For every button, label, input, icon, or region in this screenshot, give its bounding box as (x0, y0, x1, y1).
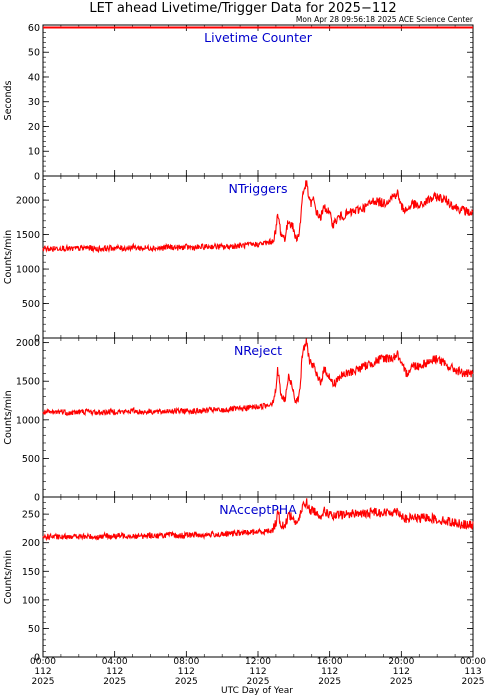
x-tick-label-doy: 112 (321, 667, 338, 677)
panel-label: NReject (234, 343, 282, 358)
series-line-2-0 (42, 338, 474, 417)
x-axis-label: UTC Day of Year (221, 686, 293, 696)
y-tick-label: 10 (28, 147, 40, 158)
y-tick-label: 1500 (16, 377, 40, 388)
x-tick-label-doy: 112 (249, 667, 266, 677)
x-tick-label-time: 00:00 (30, 657, 56, 667)
x-tick-label-doy: 112 (393, 667, 410, 677)
y-tick-label: 0 (34, 334, 40, 345)
x-tick-label-doy: 112 (34, 667, 51, 677)
x-tick-label-year: 2025 (318, 677, 341, 687)
x-tick-label-doy: 113 (464, 667, 481, 677)
panel-frame (42, 175, 474, 339)
series-line-3-0 (42, 498, 474, 542)
y-tick-label: 40 (28, 72, 40, 83)
y-tick-label: 30 (28, 97, 40, 108)
y-tick-label: 50 (28, 48, 40, 59)
y-axis-label: Counts/min (3, 390, 14, 444)
y-tick-label: 0 (34, 653, 40, 664)
x-tick-label-time: 20:00 (388, 657, 414, 667)
panel-label: NTriggers (229, 181, 288, 196)
y-tick-label: 60 (28, 23, 40, 34)
y-tick-label: 1000 (16, 265, 40, 276)
y-tick-label: 1500 (16, 230, 40, 241)
y-tick-label: 2000 (16, 338, 40, 349)
y-tick-label: 100 (22, 595, 40, 606)
x-tick-label-time: 04:00 (102, 657, 128, 667)
y-axis-label: Counts/min (3, 230, 14, 284)
y-tick-label: 0 (34, 172, 40, 183)
y-axis-label: Counts/min (3, 550, 14, 604)
y-tick-label: 150 (22, 567, 40, 578)
x-tick-label-year: 2025 (390, 677, 413, 687)
x-tick-label-time: 08:00 (173, 657, 199, 667)
chart-title: LET ahead Livetime/Trigger Data for 2025… (89, 1, 396, 16)
x-tick-label-year: 2025 (103, 677, 126, 687)
y-tick-label: 0 (34, 493, 40, 504)
x-tick-label-year: 2025 (175, 677, 198, 687)
chart-timestamp: Mon Apr 28 09:56:18 2025 ACE Science Cen… (296, 15, 474, 24)
y-tick-label: 1000 (16, 415, 40, 426)
y-tick-label: 2000 (16, 196, 40, 207)
x-tick-label-time: 16:00 (317, 657, 343, 667)
x-tick-label-doy: 112 (178, 667, 195, 677)
x-tick-label-year: 2025 (462, 677, 485, 687)
x-tick-label-year: 2025 (247, 677, 270, 687)
y-tick-label: 250 (22, 510, 40, 521)
y-tick-label: 50 (28, 624, 40, 635)
y-tick-label: 20 (28, 122, 40, 133)
x-tick-label-year: 2025 (32, 677, 55, 687)
y-tick-label: 500 (22, 299, 40, 310)
x-tick-label-time: 12:00 (245, 657, 271, 667)
x-tick-label-doy: 112 (106, 667, 123, 677)
y-tick-label: 200 (22, 538, 40, 549)
x-tick-label-time: 00:00 (460, 657, 486, 667)
series-line-1-0 (42, 180, 474, 254)
panel-frame (42, 337, 474, 498)
y-axis-label: Seconds (3, 80, 14, 120)
panel-frame (42, 24, 474, 177)
y-tick-label: 500 (22, 454, 40, 465)
panel-label: Livetime Counter (204, 30, 313, 45)
panel-label: NAcceptPHA (219, 502, 297, 517)
